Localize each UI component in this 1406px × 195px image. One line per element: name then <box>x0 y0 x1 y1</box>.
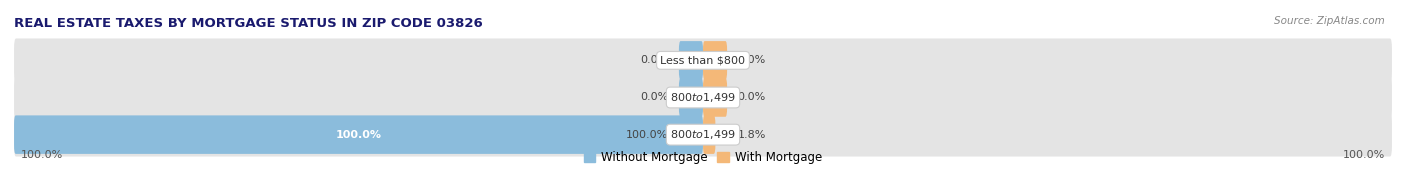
FancyBboxPatch shape <box>703 41 727 80</box>
Text: Source: ZipAtlas.com: Source: ZipAtlas.com <box>1274 16 1385 26</box>
Text: $800 to $1,499: $800 to $1,499 <box>671 128 735 141</box>
Text: $800 to $1,499: $800 to $1,499 <box>671 91 735 104</box>
FancyBboxPatch shape <box>14 115 703 154</box>
FancyBboxPatch shape <box>14 113 1392 157</box>
Legend: Without Mortgage, With Mortgage: Without Mortgage, With Mortgage <box>579 146 827 169</box>
FancyBboxPatch shape <box>14 76 1392 119</box>
FancyBboxPatch shape <box>679 78 703 117</box>
Text: 100.0%: 100.0% <box>1343 150 1385 160</box>
Text: 0.0%: 0.0% <box>738 92 766 103</box>
Text: 0.0%: 0.0% <box>640 92 669 103</box>
FancyBboxPatch shape <box>14 38 1392 82</box>
Text: 100.0%: 100.0% <box>626 130 669 140</box>
Text: 0.0%: 0.0% <box>738 55 766 65</box>
FancyBboxPatch shape <box>679 41 703 80</box>
Text: 0.0%: 0.0% <box>640 55 669 65</box>
Text: REAL ESTATE TAXES BY MORTGAGE STATUS IN ZIP CODE 03826: REAL ESTATE TAXES BY MORTGAGE STATUS IN … <box>14 17 482 30</box>
Text: Less than $800: Less than $800 <box>661 55 745 65</box>
Text: 100.0%: 100.0% <box>336 130 381 140</box>
Text: 100.0%: 100.0% <box>21 150 63 160</box>
Text: 1.8%: 1.8% <box>738 130 766 140</box>
FancyBboxPatch shape <box>703 78 727 117</box>
FancyBboxPatch shape <box>703 115 716 154</box>
